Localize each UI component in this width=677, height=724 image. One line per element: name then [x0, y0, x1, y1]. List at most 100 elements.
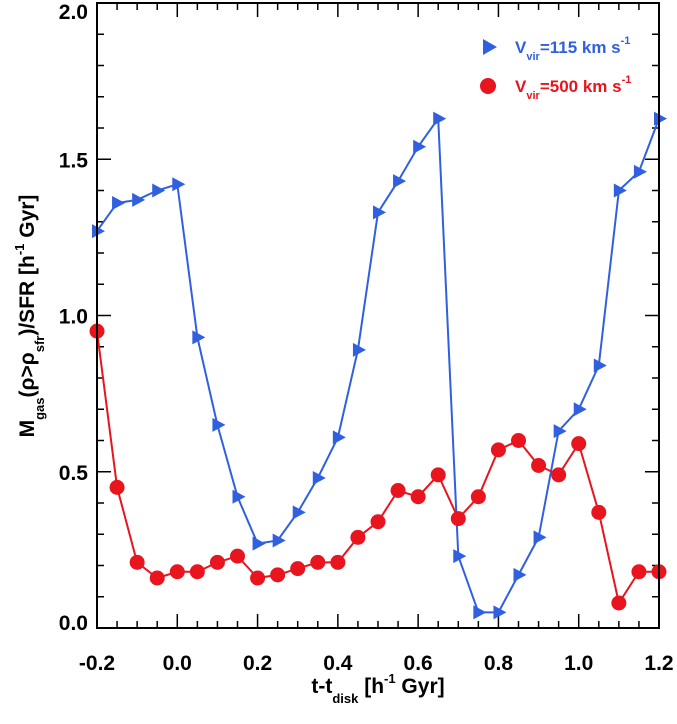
x-tick-label: 0.4: [323, 652, 353, 675]
x-label-main: t-t: [311, 675, 332, 698]
legend-115-sup: -1: [621, 35, 631, 47]
x-axis-label: t-tdisk [h-1 Gyr]: [311, 671, 444, 706]
data-point: [433, 111, 447, 126]
data-point: [310, 554, 326, 570]
data-point: [272, 533, 286, 548]
data-point: [252, 536, 266, 551]
data-point: [132, 192, 146, 207]
y-tick-label: 2.0: [59, 1, 88, 24]
x-tick-label: 0.0: [163, 652, 192, 675]
x-tick-label: -0.2: [79, 652, 115, 675]
data-point: [593, 358, 607, 373]
data-point: [290, 561, 306, 577]
y-tick-label: 1.0: [59, 306, 88, 329]
plot-frame: [96, 2, 660, 629]
legend-label-115: Vvir=115 km s-1: [515, 35, 630, 63]
x-label-rest: [h: [358, 675, 384, 698]
legend-marker-triangle: [483, 39, 497, 55]
data-point: [390, 483, 406, 498]
data-point: [571, 436, 587, 452]
data-point: [551, 467, 567, 483]
data-point: [230, 548, 245, 564]
series-line: [96, 115, 660, 614]
data-point: [149, 570, 165, 586]
data-point: [350, 529, 366, 545]
data-point: [312, 471, 326, 485]
y-tick-label: 1.5: [59, 149, 89, 172]
x-tick-label: 1.2: [644, 652, 673, 675]
y-label-part1: M: [16, 420, 39, 438]
data-point: [531, 458, 547, 473]
y-tick-label: 0.5: [59, 462, 89, 485]
legend-500-sup: -1: [622, 74, 632, 86]
data-point: [470, 489, 486, 505]
data-point: [109, 479, 125, 495]
y-label-sup: -1: [12, 244, 27, 256]
legend-500-main: V: [515, 77, 527, 96]
y-label-part2: (ρ>ρ: [16, 352, 39, 397]
data-point: [591, 504, 607, 520]
x-label-end: Gyr]: [396, 675, 445, 698]
data-point: [232, 489, 246, 504]
x-label-sup: -1: [384, 671, 396, 686]
data-point: [152, 183, 166, 198]
data-point: [473, 605, 487, 620]
y-label-part4: Gyr]: [16, 195, 39, 244]
data-point: [573, 402, 587, 417]
tick-labels: -0.2 0.0 0.2 0.4 0.6 0.8 1.0 1.2 0.0 0.5 1.0 1.5 2.0: [59, 1, 674, 675]
data-point: [330, 554, 346, 570]
data-point: [373, 205, 386, 220]
series-line: [96, 330, 659, 606]
data-point: [631, 564, 647, 580]
data-point: [430, 467, 446, 483]
data-point: [250, 570, 266, 586]
series-1: [89, 323, 667, 611]
y-tick-label: 0.0: [59, 612, 88, 635]
data-point: [92, 224, 105, 239]
x-label-sub: disk: [332, 691, 359, 706]
x-tick-label: 0.2: [243, 652, 272, 675]
data-point: [611, 595, 627, 611]
y-axis-label: Mgas(ρ>ρsfr)/SFR [h-1 Gyr]: [12, 195, 47, 438]
data-point: [292, 505, 306, 520]
data-point: [533, 530, 547, 545]
data-point: [189, 564, 205, 580]
legend-entry-115: Vvir=115 km s-1: [483, 35, 630, 63]
legend-label-500: Vvir=500 km s-1: [515, 74, 631, 102]
legend-115-sub: vir: [526, 51, 540, 63]
data-point: [212, 417, 226, 432]
x-tick-label: 0.8: [484, 652, 514, 675]
data-point: [413, 139, 427, 154]
data-point: [490, 442, 506, 458]
data-point: [654, 111, 667, 126]
legend-115-main: V: [515, 38, 527, 57]
data-point: [450, 511, 466, 527]
data-point: [393, 174, 407, 189]
x-tick-label: 1.0: [564, 652, 593, 675]
data-point: [553, 424, 567, 439]
data-point: [511, 433, 526, 448]
data-point: [513, 567, 527, 582]
legend-marker-circle: [480, 78, 496, 94]
data-point: [493, 605, 507, 620]
data-point: [613, 183, 627, 198]
data-point: [633, 164, 647, 179]
legend-entry-500: Vvir=500 km s-1: [480, 74, 631, 102]
legend-500-sub: vir: [526, 90, 540, 102]
data-point: [172, 177, 186, 192]
axis-ticks: [96, 2, 660, 629]
data-point: [209, 554, 225, 570]
data-point: [332, 430, 346, 445]
data-point: [112, 196, 126, 210]
y-label-part3: )/SFR [h: [16, 255, 39, 335]
data-point: [453, 549, 467, 564]
legend-115-rest: =115 km s: [540, 38, 621, 57]
data-point: [410, 489, 426, 505]
y-label-sub1: gas: [32, 398, 47, 420]
y-label-sub2: sfr: [32, 336, 47, 353]
series-0: [92, 111, 667, 620]
data-point: [352, 342, 366, 357]
data-point: [129, 554, 145, 570]
series-layer: [89, 111, 667, 620]
